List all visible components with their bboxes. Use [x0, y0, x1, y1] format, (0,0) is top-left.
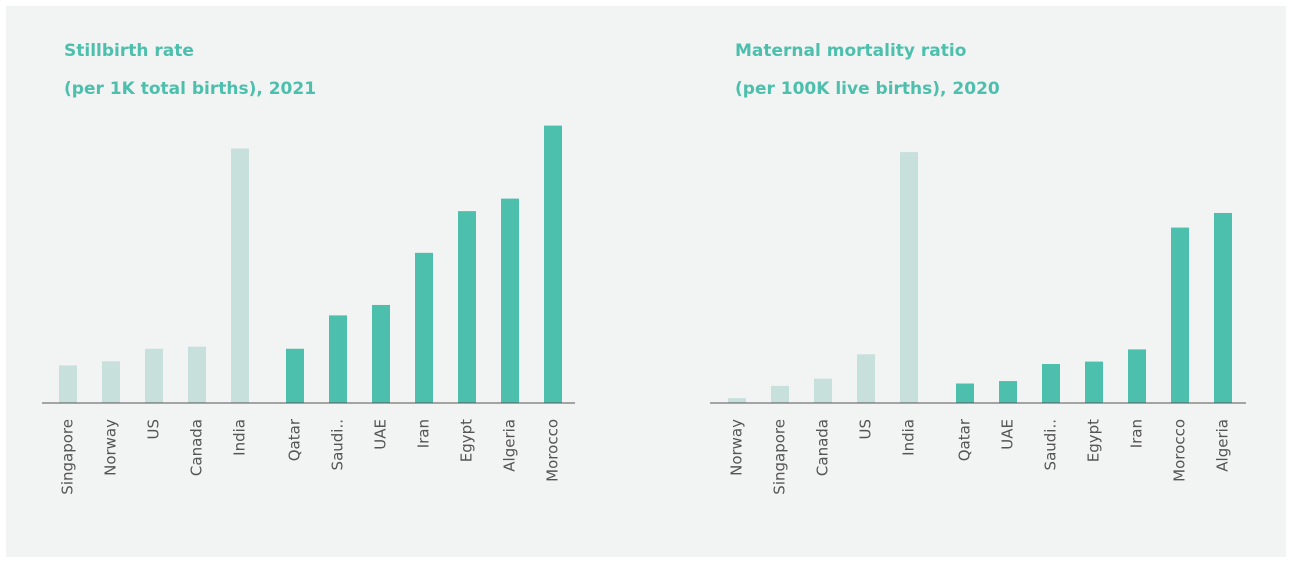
x-tick-label: Algeria [501, 419, 519, 472]
x-tick-label: Canada [188, 419, 206, 476]
x-tick-label: Canada [814, 419, 832, 476]
bar [458, 211, 476, 403]
bar [372, 304, 390, 403]
x-tick-label: Algeria [1214, 419, 1232, 472]
bar [728, 398, 746, 403]
x-tick-label: India [231, 419, 249, 456]
x-tick-label: Egypt [458, 419, 476, 462]
bar [415, 252, 433, 403]
bar [102, 361, 120, 403]
x-tick-label: US [857, 419, 875, 440]
panel [6, 6, 1286, 557]
x-tick-label: Singapore [771, 419, 789, 495]
bar [900, 152, 918, 403]
chart-title: Maternal mortality ratio [735, 41, 966, 61]
x-tick-label: Saudi.. [1042, 419, 1060, 470]
x-tick-label: UAE [372, 419, 390, 450]
chart-title: (per 1K total births), 2021 [64, 79, 316, 99]
bar [814, 378, 832, 403]
x-tick-label: Norway [102, 419, 120, 476]
x-tick-label: Qatar [286, 418, 304, 461]
bar [1085, 361, 1103, 403]
bar [1042, 364, 1060, 403]
chart-title: Stillbirth rate [64, 41, 194, 61]
x-tick-label: Egypt [1085, 419, 1103, 462]
x-tick-label: Norway [728, 419, 746, 476]
bar [999, 381, 1017, 403]
x-tick-label: Morocco [544, 419, 562, 482]
bar [544, 125, 562, 403]
bar [59, 365, 77, 403]
bar [329, 315, 347, 403]
x-tick-label: India [900, 419, 918, 456]
bar [145, 348, 163, 403]
x-tick-label: Morocco [1171, 419, 1189, 482]
x-tick-label: Singapore [59, 419, 77, 495]
x-tick-label: US [145, 419, 163, 440]
bar [857, 354, 875, 403]
bar [1214, 212, 1232, 403]
x-tick-label: Saudi.. [329, 419, 347, 470]
bar [188, 346, 206, 403]
x-tick-label: UAE [999, 419, 1017, 450]
bar [286, 348, 304, 403]
bar [1128, 349, 1146, 403]
x-tick-label: Qatar [956, 418, 974, 461]
bar [771, 385, 789, 403]
bar [1171, 227, 1189, 403]
x-tick-label: Iran [415, 419, 433, 448]
bar [501, 198, 519, 403]
x-tick-label: Iran [1128, 419, 1146, 448]
bar [231, 148, 249, 403]
bar [956, 383, 974, 403]
chart-title: (per 100K live births), 2020 [735, 79, 1000, 99]
